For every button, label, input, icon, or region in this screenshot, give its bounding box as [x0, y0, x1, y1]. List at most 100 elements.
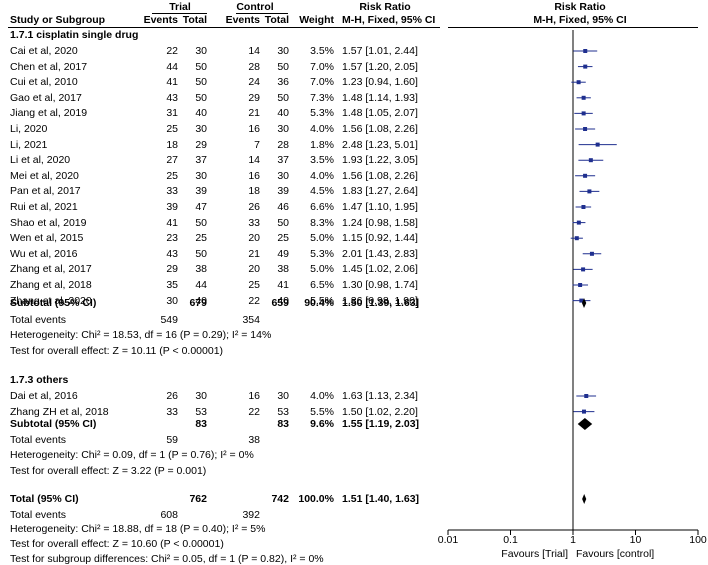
summary-diamond — [582, 494, 587, 504]
point-estimate — [581, 205, 586, 209]
control-events: 22 — [248, 405, 260, 418]
point-estimate — [583, 64, 588, 69]
control-events: 14 — [248, 154, 260, 167]
total-events-control: 38 — [248, 434, 260, 446]
total-events-control: 354 — [242, 314, 260, 326]
study-risk-ratio: 1.48 [1.14, 1.93] — [342, 91, 418, 104]
trial-total: 50 — [195, 76, 207, 89]
subtotal-trial-total: 83 — [195, 418, 207, 430]
control-total: 41 — [277, 279, 289, 291]
study-name: Dai et al, 2016 — [10, 390, 78, 402]
point-estimate — [583, 127, 588, 131]
control-events: 14 — [248, 45, 260, 57]
header-study: Study or Subgroup — [10, 14, 106, 26]
heterogeneity-text: Heterogeneity: Chi² = 18.53, df = 16 (P … — [10, 329, 272, 341]
control-events: 25 — [248, 279, 260, 291]
study-weight: 1.8% — [310, 138, 334, 151]
study-name: Zhang ZH et al, 2018 — [10, 405, 109, 418]
trial-total: 30 — [195, 169, 207, 182]
control-events: 16 — [248, 169, 260, 182]
study-name: Pan et al, 2017 — [10, 185, 81, 198]
trial-events: 23 — [166, 232, 178, 245]
study-risk-ratio: 1.57 [1.20, 2.05] — [342, 60, 418, 73]
overall-effect-total-text: Test for overall effect: Z = 10.60 (P < … — [10, 538, 224, 550]
study-weight: 7.0% — [310, 60, 334, 73]
study-name: Mei et al, 2020 — [10, 169, 79, 182]
trial-events: 25 — [166, 123, 178, 135]
point-estimate — [576, 220, 581, 225]
study-name: Jiang et al, 2019 — [10, 107, 88, 120]
study-weight: 8.3% — [310, 216, 334, 229]
control-total: 46 — [277, 201, 289, 213]
control-events: 16 — [248, 123, 260, 135]
subtotal-rr: 1.55 [1.19, 2.03] — [342, 418, 420, 430]
study-risk-ratio: 2.48 [1.23, 5.01] — [342, 138, 418, 151]
study-name: Zhang et al, 2017 — [10, 263, 92, 276]
trial-total: 53 — [195, 405, 207, 418]
control-events: 28 — [248, 60, 260, 73]
control-total: 40 — [277, 107, 289, 120]
study-name: Cai et al, 2020 — [10, 45, 78, 57]
study-risk-ratio: 1.45 [1.02, 2.06] — [342, 263, 418, 276]
study-risk-ratio: 1.56 [1.08, 2.26] — [342, 169, 418, 182]
study-risk-ratio: 1.50 [1.02, 2.20] — [342, 405, 418, 418]
study-risk-ratio: 2.01 [1.43, 2.83] — [342, 247, 418, 260]
study-risk-ratio: 1.57 [1.01, 2.44] — [342, 45, 418, 57]
trial-total: 37 — [195, 154, 207, 167]
subtotal-label: Subtotal (95% CI) — [10, 297, 97, 309]
study-name: Chen et al, 2017 — [10, 60, 88, 73]
header-risk-ratio-plot: Risk Ratio — [554, 1, 606, 13]
total-events-trial: 608 — [160, 509, 178, 521]
trial-events: 41 — [166, 76, 178, 89]
trial-events: 33 — [166, 405, 178, 418]
header-rule-plot — [448, 27, 698, 28]
study-weight: 5.3% — [310, 107, 334, 120]
subgroup-title: 1.7.1 cisplatin single drug — [10, 29, 139, 41]
total-weight: 100.0% — [298, 493, 334, 505]
trial-total: 30 — [195, 45, 207, 57]
study-name: Wu et al, 2016 — [10, 247, 78, 260]
favours-trial-label: Favours [Trial] — [501, 548, 568, 560]
point-estimate — [588, 158, 593, 163]
control-underline — [236, 13, 288, 14]
subtotal-weight: 90.4% — [304, 297, 334, 309]
study-risk-ratio: 1.36 [0.98, 1.90] — [342, 294, 418, 307]
study-weight: 7.0% — [310, 76, 334, 89]
study-weight: 5.0% — [310, 232, 334, 245]
study-weight: 6.6% — [310, 201, 334, 213]
control-total: 30 — [277, 123, 289, 135]
control-total: 38 — [277, 263, 289, 276]
study-weight: 6.5% — [310, 279, 334, 291]
study-weight: 3.5% — [310, 154, 334, 167]
subtotal-weight: 9.6% — [310, 418, 334, 430]
trial-events: 41 — [166, 216, 178, 229]
study-weight: 4.0% — [310, 123, 334, 135]
study-weight: 5.0% — [310, 263, 334, 276]
study-risk-ratio: 1.93 [1.22, 3.05] — [342, 154, 418, 167]
control-total: 49 — [277, 247, 289, 260]
point-estimate — [574, 236, 579, 241]
heterogeneity-text: Heterogeneity: Chi² = 0.09, df = 1 (P = … — [10, 449, 254, 461]
trial-events: 43 — [166, 247, 178, 260]
control-events: 16 — [248, 390, 260, 402]
header-method-plot: M-H, Fixed, 95% CI — [533, 14, 627, 26]
control-events: 18 — [248, 185, 260, 198]
control-total: 40 — [277, 294, 289, 307]
subgroup-differences-text: Test for subgroup differences: Chi² = 0.… — [10, 553, 324, 565]
study-risk-ratio: 1.48 [1.05, 2.07] — [342, 107, 418, 120]
trial-events: 35 — [166, 279, 178, 291]
trial-total: 39 — [195, 185, 207, 198]
trial-total: 50 — [195, 247, 207, 260]
trial-underline — [152, 13, 207, 14]
header-control-total: Total — [264, 14, 289, 26]
study-name: Shao et al, 2019 — [10, 216, 87, 229]
subtotal-label: Subtotal (95% CI) — [10, 418, 97, 430]
control-events: 21 — [248, 247, 260, 260]
control-events: 26 — [248, 201, 260, 213]
control-total: 50 — [277, 216, 289, 229]
trial-events: 39 — [166, 201, 178, 213]
trial-total: 40 — [195, 107, 207, 120]
trial-total: 47 — [195, 201, 207, 213]
control-total: 25 — [277, 232, 289, 245]
total-events-trial: 549 — [160, 314, 178, 326]
